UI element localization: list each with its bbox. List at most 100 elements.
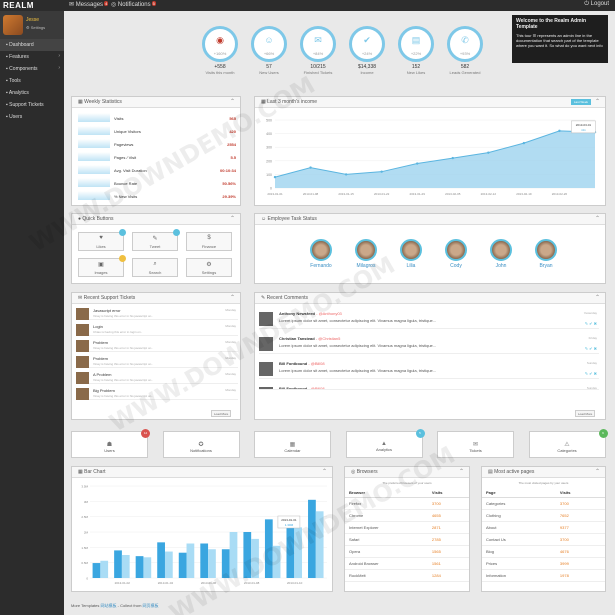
table-row[interactable]: Android Browser 1561 bbox=[345, 557, 469, 570]
table-row[interactable]: About 9377 bbox=[482, 521, 605, 534]
collapse-icon[interactable]: ⌃ bbox=[594, 469, 600, 475]
profile-settings-link[interactable]: ⚙ Settings bbox=[26, 25, 45, 30]
sidebar-item-features[interactable]: ▪ Features › bbox=[0, 51, 64, 63]
data-point[interactable] bbox=[487, 151, 490, 154]
collapse-icon[interactable]: ⌃ bbox=[229, 295, 235, 301]
bar[interactable] bbox=[208, 549, 216, 578]
collapse-icon[interactable]: ⌃ bbox=[321, 469, 327, 475]
tile-categories[interactable]: ⚠ Categories 9 bbox=[528, 429, 608, 458]
table-row[interactable]: Categories 3700 bbox=[482, 497, 605, 510]
table-row[interactable]: Safari 2785 bbox=[345, 533, 469, 546]
comment-actions[interactable]: ✎ ✔ ✖ bbox=[584, 346, 597, 351]
quick-button-tweet[interactable]: ✎ Tweet bbox=[132, 229, 180, 251]
stat-card[interactable]: ☺ +66% 57 New Users bbox=[246, 26, 292, 75]
ticket-row[interactable]: Javascript error Vinay is having this err… bbox=[76, 307, 238, 320]
bar[interactable] bbox=[164, 551, 173, 578]
quick-button-settings[interactable]: ⚙ Settings bbox=[186, 258, 232, 277]
collapse-icon[interactable]: ⌃ bbox=[594, 216, 600, 222]
table-row[interactable]: Information 1978 bbox=[482, 569, 605, 582]
employee-card[interactable]: Fernando bbox=[307, 239, 335, 269]
tile-analytics[interactable]: ▲ Analytics 5 bbox=[345, 429, 425, 458]
quick-button-likes[interactable]: ♥ Likes bbox=[78, 229, 126, 251]
sidebar-item-users[interactable]: ▪ Users bbox=[0, 111, 64, 123]
bar[interactable] bbox=[186, 543, 195, 579]
bar[interactable] bbox=[315, 511, 324, 578]
author-handle[interactable]: - @Bill08 bbox=[307, 386, 325, 390]
bar[interactable] bbox=[243, 532, 252, 578]
tickets-load-more-button[interactable]: Load More bbox=[211, 410, 232, 417]
stat-card[interactable]: ✉ +84% 10/215 Finished Tickets bbox=[295, 26, 341, 75]
bar[interactable] bbox=[221, 549, 230, 578]
collapse-icon[interactable]: ⌃ bbox=[229, 216, 235, 222]
employee-card[interactable]: Lilia bbox=[397, 239, 425, 269]
bar[interactable] bbox=[135, 556, 144, 578]
bar[interactable] bbox=[229, 532, 238, 578]
data-point[interactable] bbox=[558, 129, 561, 133]
comment-actions[interactable]: ✎ ✔ ✖ bbox=[584, 321, 597, 326]
footer-link-templates[interactable]: 网站模板 bbox=[100, 603, 117, 608]
sidebar-item-tools[interactable]: ▪ Tools bbox=[0, 75, 64, 87]
data-point[interactable] bbox=[273, 175, 277, 179]
bar[interactable] bbox=[157, 542, 165, 578]
ticket-row[interactable]: Big Problem Vinay is having this error in… bbox=[76, 387, 238, 400]
sidebar-item-dashboard[interactable]: ▪ Dashboard bbox=[0, 39, 64, 51]
sidebar-item-components[interactable]: ▪ Components › bbox=[0, 63, 64, 75]
sidebar-item-analytics[interactable]: ▪ Analytics bbox=[0, 87, 64, 99]
ticket-row[interactable]: Problem Vinay is having this error in his… bbox=[76, 355, 238, 368]
table-row[interactable]: Contact Us 3700 bbox=[482, 533, 605, 546]
table-row[interactable]: Clothing 7652 bbox=[482, 509, 605, 522]
bar[interactable] bbox=[121, 555, 130, 578]
table-row[interactable]: Firefox 3700 bbox=[345, 497, 469, 510]
bar[interactable] bbox=[272, 545, 281, 578]
collapse-icon[interactable]: ⌃ bbox=[458, 469, 464, 475]
table-row[interactable]: Prices 3999 bbox=[482, 557, 605, 570]
author-handle[interactable]: - @Bill08 bbox=[307, 361, 325, 366]
tile-notifications[interactable]: ✪ Notifications bbox=[162, 431, 240, 458]
data-point[interactable] bbox=[451, 156, 454, 160]
app-logo[interactable]: REALM bbox=[3, 1, 34, 10]
bar[interactable] bbox=[178, 552, 187, 578]
bar[interactable] bbox=[143, 557, 152, 578]
stat-card[interactable]: ◉ +160% +558 Visits this month bbox=[197, 26, 243, 75]
tile-users[interactable]: ☗ Users 12 bbox=[71, 429, 150, 458]
employee-card[interactable]: John bbox=[487, 239, 515, 269]
comments-load-more-button[interactable]: Load More bbox=[575, 410, 596, 417]
collapse-icon[interactable]: ⌃ bbox=[594, 295, 600, 301]
ticket-row[interactable]: A Problem Vinay is having this error in h… bbox=[76, 371, 238, 384]
author-handle[interactable]: - @Christian5 bbox=[314, 336, 341, 341]
comment-actions[interactable]: ✎ ✔ ✖ bbox=[584, 371, 597, 376]
data-point[interactable] bbox=[416, 162, 419, 165]
table-row[interactable]: Chrome 4655 bbox=[345, 509, 469, 522]
sidebar-item-support-tickets[interactable]: ▪ Support Tickets bbox=[0, 99, 64, 111]
quick-button-finance[interactable]: $ Finance bbox=[186, 232, 232, 251]
tile-tickets[interactable]: ✉ Tickets bbox=[437, 431, 514, 458]
last-week-button[interactable]: Last Week bbox=[570, 99, 591, 105]
bar[interactable] bbox=[264, 519, 273, 578]
employee-card[interactable]: Bryan bbox=[532, 239, 560, 269]
data-point[interactable] bbox=[380, 170, 383, 173]
table-row[interactable]: Opera 1565 bbox=[345, 545, 469, 558]
ticket-row[interactable]: Problem Vinay is having this error in his… bbox=[76, 339, 238, 352]
bar[interactable] bbox=[200, 543, 209, 579]
stat-card[interactable]: ✆ +93% 582 Leads Generated bbox=[442, 26, 488, 75]
quick-button-images[interactable]: ▣ Images bbox=[78, 255, 126, 277]
bar[interactable] bbox=[92, 563, 101, 578]
footer-link-source[interactable]: 网页模板 bbox=[142, 603, 159, 608]
table-row[interactable]: Internet Explorer 2871 bbox=[345, 521, 469, 534]
bar[interactable] bbox=[308, 499, 316, 578]
data-point[interactable] bbox=[309, 166, 312, 169]
bar[interactable] bbox=[114, 550, 122, 578]
data-point[interactable] bbox=[522, 141, 526, 145]
ticket-row[interactable]: Login Chiao is having this error in login… bbox=[76, 323, 238, 336]
table-row[interactable]: RockMelt 1284 bbox=[345, 569, 469, 582]
table-row[interactable]: Blog 4676 bbox=[482, 545, 605, 558]
bar[interactable] bbox=[294, 527, 303, 578]
logout-button[interactable]: ⏻ Logout bbox=[584, 1, 609, 8]
quick-button-search[interactable]: ⌕ Search bbox=[132, 258, 178, 277]
bar[interactable] bbox=[286, 525, 295, 578]
bar[interactable] bbox=[100, 560, 109, 578]
author-handle[interactable]: - @Anthony03 bbox=[315, 311, 342, 316]
stat-card[interactable]: ✔ +24% $14,338 Income bbox=[344, 26, 390, 75]
employee-card[interactable]: Milagros bbox=[352, 239, 380, 269]
bar[interactable] bbox=[251, 538, 259, 578]
